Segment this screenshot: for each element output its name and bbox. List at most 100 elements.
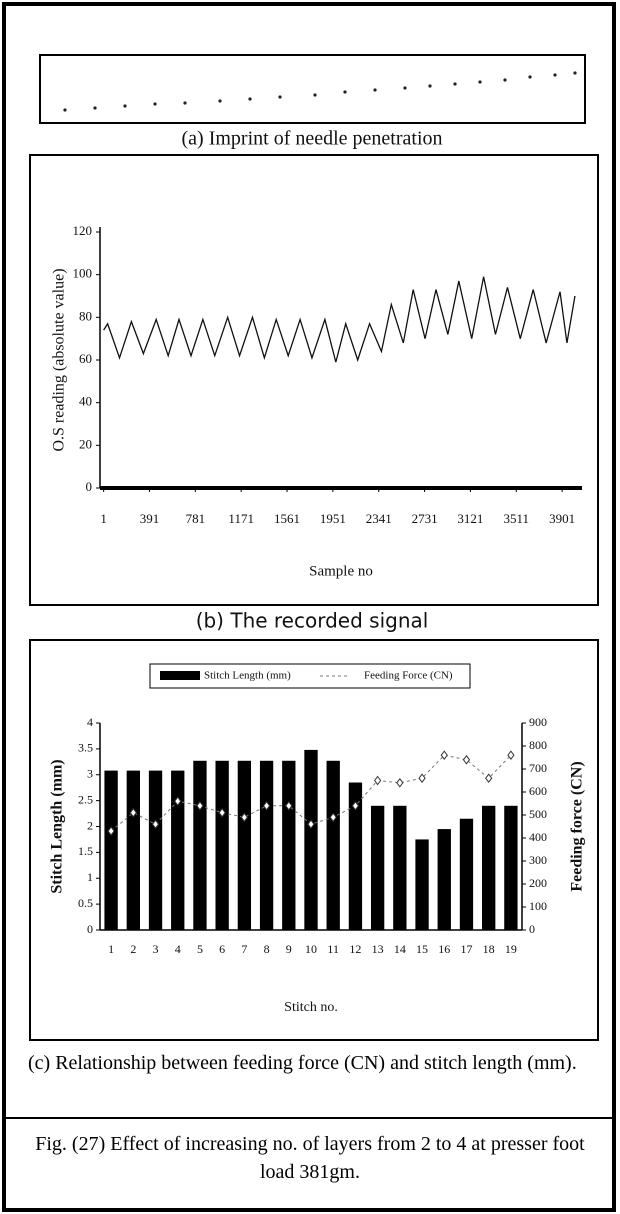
x-axis-label: Stitch no. (284, 1000, 338, 1015)
x-tick-label: 11 (327, 942, 339, 956)
bar (459, 818, 474, 930)
force-marker (329, 812, 337, 823)
bar (104, 770, 118, 930)
force-marker (374, 775, 382, 786)
bar (482, 805, 496, 930)
bar (326, 760, 340, 930)
bar (504, 805, 518, 930)
x-tick-label: 3901 (549, 511, 575, 526)
x-tick-label: 10 (305, 942, 317, 956)
x-tick-label: 2731 (412, 511, 438, 526)
y2-tick-label: 200 (529, 876, 547, 890)
bar (237, 760, 252, 930)
legend-label: Stitch Length (mm) (204, 670, 291, 682)
force-marker (174, 796, 182, 807)
caption-a: (a) Imprint of needle penetration (182, 128, 443, 150)
force-marker (285, 800, 293, 811)
chart-b-frame (29, 154, 599, 606)
force-marker (418, 773, 426, 784)
x-tick-label: 8 (264, 942, 270, 956)
y-tick-label: 1 (87, 870, 93, 884)
x-tick-label: 4 (175, 942, 181, 956)
force-marker (462, 754, 471, 765)
x-tick-label: 12 (349, 942, 361, 956)
force-marker (485, 773, 493, 784)
x-tick-label: 3 (153, 942, 159, 956)
y2-axis-label: Feeding force (CN) (569, 761, 586, 891)
y2-tick-label: 300 (529, 853, 547, 867)
x-tick-label: 781 (186, 511, 206, 526)
x-axis-label: Sample no (309, 563, 373, 579)
x-tick-label: 14 (394, 942, 406, 956)
x-tick-label: 1171 (228, 511, 254, 526)
y2-tick-label: 700 (529, 761, 547, 775)
y-tick-label: 0 (86, 479, 93, 494)
y-tick-label: 2.5 (78, 792, 93, 806)
bar (126, 770, 140, 930)
y-tick-label: 2 (87, 818, 93, 832)
force-marker (129, 807, 137, 818)
bar (393, 805, 407, 930)
figure-caption-box: Fig. (27) Effect of increasing no. of la… (35, 1133, 585, 1183)
x-tick-label: 9 (286, 942, 292, 956)
bar (304, 749, 318, 930)
x-tick-label: 16 (438, 942, 450, 956)
y2-tick-label: 400 (529, 830, 547, 844)
force-marker (307, 819, 315, 830)
y-tick-label: 80 (79, 308, 92, 323)
x-tick-label: 18 (483, 942, 495, 956)
x-tick-label: 19 (505, 942, 517, 956)
bar (348, 782, 363, 930)
force-marker (151, 819, 160, 830)
caption-c: (c) Relationship between feeding force (… (28, 1052, 577, 1074)
bar (171, 770, 185, 930)
bar (282, 760, 296, 930)
y-tick-label: 100 (73, 266, 93, 281)
y-tick-label: 20 (79, 436, 92, 451)
x-tick-label: 7 (241, 942, 247, 956)
force-marker (440, 750, 448, 761)
force-marker (240, 812, 248, 823)
x-tick-label: 1951 (320, 511, 346, 526)
y2-tick-label: 800 (529, 738, 547, 752)
force-marker (218, 807, 226, 818)
figure-caption: Fig. (27) Effect of increasing no. of la… (35, 1133, 585, 1183)
bar (193, 760, 207, 930)
y-tick-label: 3 (87, 767, 93, 781)
y-tick-label: 0.5 (78, 896, 93, 910)
legend-label: Feeding Force (CN) (364, 670, 453, 682)
x-tick-label: 13 (372, 942, 384, 956)
chart-c-frame (29, 639, 599, 1041)
x-tick-label: 1 (100, 511, 107, 526)
y-tick-label: 60 (79, 351, 92, 366)
x-tick-label: 2 (130, 942, 136, 956)
bar (415, 839, 429, 930)
x-tick-label: 2341 (366, 511, 392, 526)
force-marker (396, 777, 404, 788)
x-tick-label: 1 (108, 942, 114, 956)
caption-c-box: (c) Relationship between feeding force (… (28, 1052, 577, 1074)
bar (215, 760, 229, 930)
force-marker (507, 750, 515, 761)
force-marker (351, 800, 360, 811)
y-tick-label: 4 (87, 715, 93, 729)
x-tick-label: 1561 (274, 511, 300, 526)
y2-tick-label: 900 (529, 715, 547, 729)
bar (370, 805, 385, 930)
x-tick-label: 17 (460, 942, 472, 956)
y2-tick-label: 500 (529, 807, 547, 821)
y-tick-label: 3.5 (78, 741, 93, 755)
imprint-dots (63, 71, 577, 112)
bar (437, 829, 451, 930)
force-marker (196, 800, 204, 811)
bar (259, 760, 274, 930)
signal-line (103, 276, 576, 363)
y2-tick-label: 100 (529, 899, 547, 913)
legend-swatch (160, 671, 200, 680)
y-axis-label: Stitch Length (mm) (49, 759, 66, 893)
y-axis-label: O.S reading (absolute value) (51, 268, 68, 451)
y-tick-label: 0 (87, 922, 93, 936)
